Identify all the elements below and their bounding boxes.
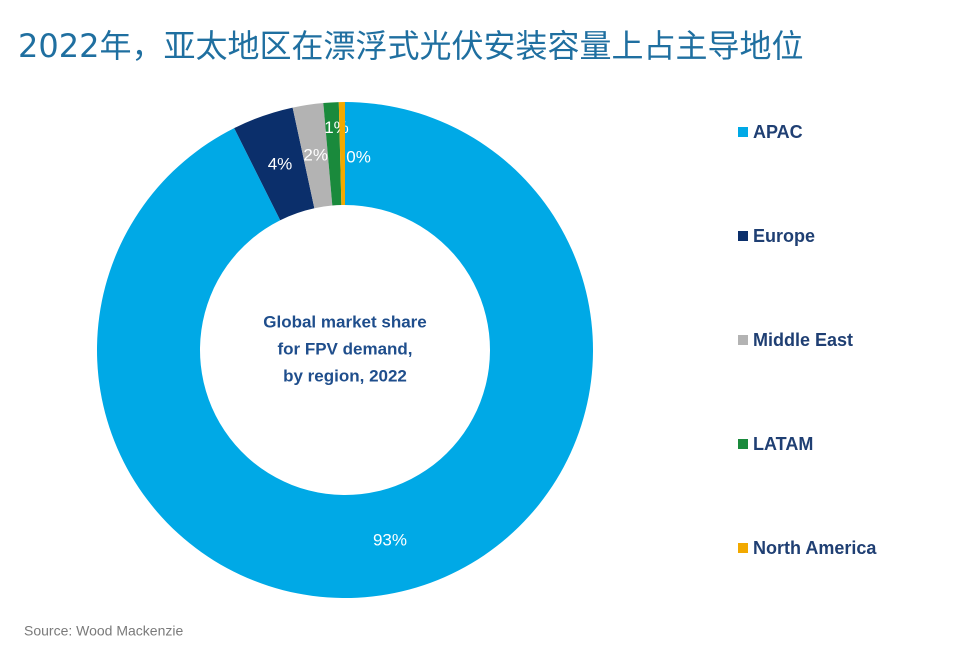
legend-label: North America bbox=[753, 538, 877, 558]
slice-label: 2% bbox=[303, 146, 328, 165]
center-label: by region, 2022 bbox=[283, 366, 407, 385]
legend-label: Middle East bbox=[753, 330, 853, 350]
legend-swatch bbox=[738, 543, 748, 553]
legend-swatch bbox=[738, 231, 748, 241]
chart-title: 2022年，亚太地区在漂浮式光伏安装容量上占主导地位 bbox=[18, 27, 803, 65]
slice-label: 4% bbox=[268, 155, 293, 174]
center-label: for FPV demand, bbox=[277, 339, 412, 358]
legend-swatch bbox=[738, 439, 748, 449]
donut-slice bbox=[96, 102, 593, 598]
legend-swatch bbox=[738, 127, 748, 137]
legend-label: APAC bbox=[753, 122, 803, 142]
center-label: Global market share bbox=[263, 312, 426, 331]
donut-slice bbox=[338, 102, 345, 206]
donut-slice bbox=[323, 102, 342, 206]
slice-label: 0% bbox=[346, 147, 371, 166]
donut-slice bbox=[234, 107, 315, 221]
donut-slice bbox=[292, 102, 333, 209]
source: Source: Wood Mackenzie bbox=[24, 623, 183, 639]
slice-label: 1% bbox=[324, 118, 349, 137]
legend-label: Europe bbox=[753, 226, 815, 246]
slice-label: 93% bbox=[373, 530, 407, 549]
legend-label: LATAM bbox=[753, 434, 813, 454]
legend-swatch bbox=[738, 335, 748, 345]
